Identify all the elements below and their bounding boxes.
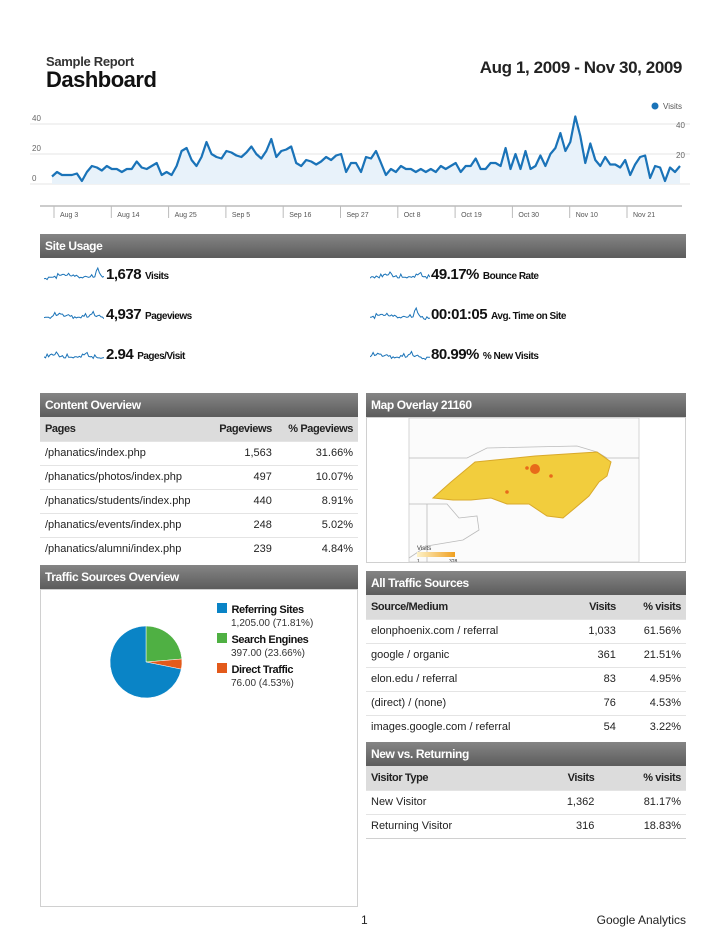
table-row: Returning Visitor 316 18.83% xyxy=(366,813,686,838)
map-overlay-header: Map Overlay 21160 xyxy=(366,393,686,417)
chart-legend-label: Visits xyxy=(663,102,682,111)
page-number: 1 xyxy=(361,913,368,927)
sparkline-path xyxy=(43,310,105,320)
table-row: google / organic 361 21.51% xyxy=(366,642,686,667)
sparkline-visits xyxy=(43,266,105,287)
table-row: New Visitor 1,362 81.17% xyxy=(366,789,686,814)
legend-dot-icon xyxy=(651,102,659,110)
all-traffic-table: Source/Medium Visits % visits elonphoeni… xyxy=(366,595,686,739)
metric-bounce-rate: 49.17% Bounce Rate xyxy=(431,266,539,283)
new-returning-header: New vs. Returning xyxy=(366,742,686,766)
sparkline-path xyxy=(369,350,430,361)
metric-visits: 1,678 Visits xyxy=(106,266,169,283)
page-title: Dashboard xyxy=(46,67,157,92)
all-traffic-header: All Traffic Sources xyxy=(366,571,686,595)
x-tick-label: Sep 27 xyxy=(347,212,369,219)
col-pct-visits: % visits xyxy=(599,766,686,790)
visits-area xyxy=(52,116,680,184)
col-visitor-type: Visitor Type xyxy=(366,766,532,790)
traffic-pie-chart xyxy=(109,625,183,699)
report-subtitle: Sample Report xyxy=(46,54,134,69)
x-tick-label: Oct 8 xyxy=(404,212,421,219)
y-tick-label: 0 xyxy=(32,174,37,183)
x-tick-label: Aug 25 xyxy=(175,212,197,219)
map-legend-title: Visits xyxy=(417,546,431,552)
table-row: /phanatics/photos/index.php 497 10.07% xyxy=(40,464,358,489)
table-row: /phanatics/alumni/index.php 239 4.84% xyxy=(40,536,358,561)
sparkline-path xyxy=(43,266,105,281)
pie-slice-search-engines xyxy=(145,625,183,663)
y-tick-label-right: 20 xyxy=(676,151,685,160)
table-row: /phanatics/students/index.php 440 8.91% xyxy=(40,488,358,513)
traffic-overview-panel: Referring Sites 1,205.00 (71.81%) Search… xyxy=(40,589,358,907)
visits-line xyxy=(51,115,681,183)
metric-pages-visit: 2.94 Pages/Visit xyxy=(106,346,185,363)
date-range: Aug 1, 2009 - Nov 30, 2009 xyxy=(479,58,683,77)
footer-brand: Google Analytics xyxy=(596,913,686,927)
metric-pageviews: 4,937 Pageviews xyxy=(106,306,192,323)
nc-map: Visits 1 328 xyxy=(408,417,640,565)
legend-search-engines: Search Engines 397.00 (23.66%) xyxy=(217,630,357,659)
visits-line-chart: 40 20 0 40 20 Aug 3 Aug 14 Aug 25 Sep 5 Sep 16 Se… xyxy=(30,102,690,219)
legend-direct-traffic: Direct Traffic 76.00 (4.53%) xyxy=(217,660,357,689)
table-row: elon.edu / referral 83 4.95% xyxy=(366,666,686,691)
sparkline-pageviews xyxy=(43,306,105,327)
x-tick-label: Oct 19 xyxy=(461,212,482,219)
content-overview-header: Content Overview xyxy=(40,393,358,417)
legend-swatch-icon xyxy=(217,663,227,673)
legend-swatch-icon xyxy=(217,603,227,613)
traffic-legend: Referring Sites 1,205.00 (71.81%) Search… xyxy=(217,600,357,689)
map-marker-large xyxy=(530,464,540,474)
map-panel: Visits 1 328 xyxy=(366,417,686,565)
table-row: images.google.com / referral 54 3.22% xyxy=(366,714,686,739)
metric-avg-time: 00:01:05 Avg. Time on Site xyxy=(431,306,566,323)
sparkline-path xyxy=(369,271,431,280)
table-row: /phanatics/events/index.php 248 5.02% xyxy=(40,512,358,537)
x-tick-label: Sep 16 xyxy=(289,212,311,219)
col-pageviews: Pageviews xyxy=(208,417,277,441)
table-row: /phanatics/index.php 1,563 31.66% xyxy=(40,440,358,465)
map-legend-max: 328 xyxy=(449,559,458,562)
y-tick-label: 40 xyxy=(32,114,41,123)
x-tick-label: Sep 5 xyxy=(232,212,250,219)
new-returning-table: Visitor Type Visits % visits New Visitor… xyxy=(366,766,686,839)
col-pct-pageviews: % Pageviews xyxy=(276,417,358,441)
x-tick-label: Nov 10 xyxy=(576,212,598,219)
col-pages: Pages xyxy=(40,417,209,441)
content-overview-table: Pages Pageviews % Pageviews /phanatics/i… xyxy=(40,417,358,561)
map-legend-min: 1 xyxy=(417,559,420,562)
table-row: (direct) / (none) 76 4.53% xyxy=(366,690,686,715)
col-visits: Visits xyxy=(531,766,600,790)
site-usage-metrics: 1,678 Visits 49.17% Bounce Rate 4,937 Pagev… xyxy=(43,264,684,374)
sparkline-pages-visit xyxy=(43,346,105,367)
y-tick-label: 20 xyxy=(32,144,41,153)
sparkline-new-visits xyxy=(369,346,430,367)
sparkline-path xyxy=(43,351,105,360)
x-tick-label: Nov 21 xyxy=(633,212,655,219)
col-pct-visits: % visits xyxy=(620,595,686,619)
sparkline-avg-time xyxy=(369,306,431,327)
traffic-overview-header: Traffic Sources Overview xyxy=(40,565,358,589)
metric-new-visits: 80.99%% New Visits xyxy=(431,346,539,363)
legend-referring-sites: Referring Sites 1,205.00 (71.81%) xyxy=(217,600,357,629)
legend-swatch-icon xyxy=(217,633,227,643)
y-tick-label-right: 40 xyxy=(676,121,685,130)
x-tick-label: Oct 30 xyxy=(518,212,539,219)
x-tick-label: Aug 3 xyxy=(60,212,78,219)
table-row: elonphoenix.com / referral 1,033 61.56% xyxy=(366,618,686,643)
col-visits: Visits xyxy=(569,595,621,619)
pie-slice-referring-sites xyxy=(109,625,182,699)
x-tick-label: Aug 14 xyxy=(117,212,139,219)
sparkline-bounce-rate xyxy=(369,266,431,287)
sparkline-path xyxy=(369,306,431,321)
site-usage-header: Site Usage xyxy=(40,234,686,258)
col-source-medium: Source/Medium xyxy=(366,595,570,619)
